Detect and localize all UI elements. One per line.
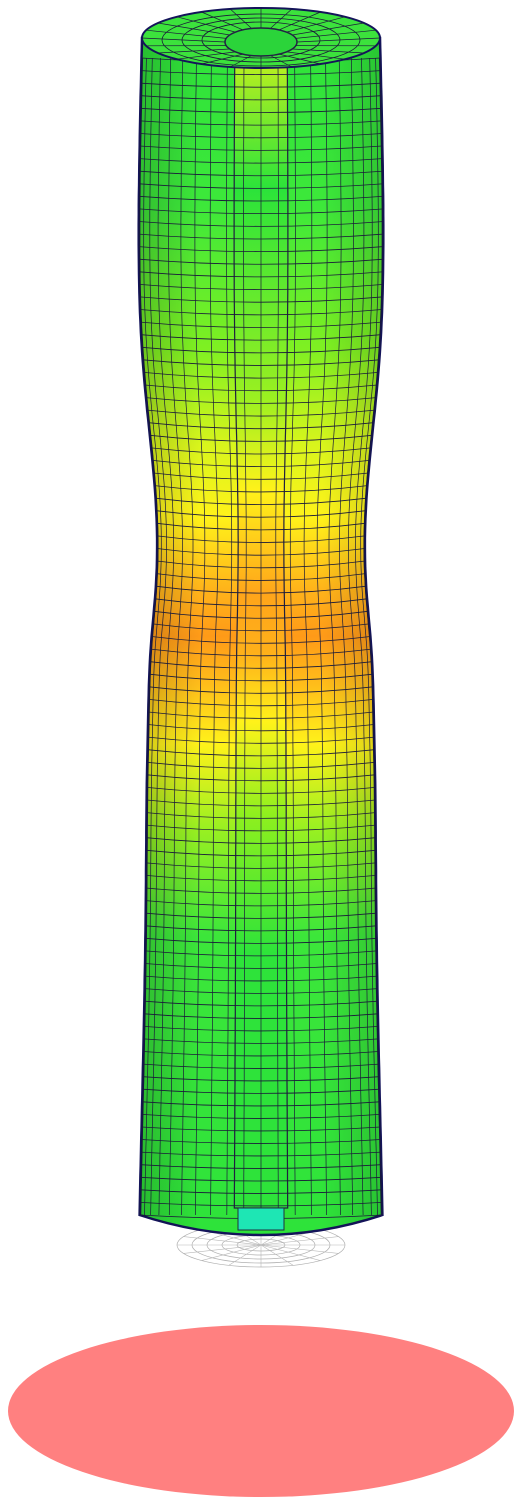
- top-face-spoke: [146, 29, 227, 39]
- top-face-spoke: [141, 37, 226, 43]
- mesh-grid: [138, 57, 384, 1219]
- top-face-spoke: [229, 8, 252, 29]
- top-face-spoke: [201, 53, 244, 65]
- bottom-cyan-band: [237, 1207, 285, 1231]
- top-face: [141, 7, 381, 69]
- mesh-column-line: [226, 58, 233, 1216]
- mesh-column-line: [180, 57, 194, 1216]
- top-face-hole: [224, 27, 298, 57]
- top-face-spoke: [292, 48, 365, 54]
- mesh-column-line: [303, 57, 313, 1216]
- mesh-column-line: [139, 57, 159, 1216]
- lower-mesh-spoke: [183, 1236, 262, 1246]
- mesh-column-line: [157, 57, 174, 1216]
- top-face-spoke: [176, 51, 236, 60]
- lower-mesh-spoke: [183, 1244, 262, 1254]
- mesh-column-line: [149, 57, 167, 1216]
- specimen-body: [137, 7, 385, 1237]
- mesh-column-line: [348, 57, 365, 1216]
- top-face-spoke: [286, 51, 346, 60]
- top-face-spoke: [295, 29, 376, 39]
- top-face-spoke: [292, 22, 365, 36]
- mesh-column-line: [275, 58, 279, 1216]
- mesh-column-line: [194, 57, 206, 1216]
- lower-mesh-spoke: [260, 1244, 294, 1266]
- lower-mesh-spoke: [260, 1244, 339, 1254]
- mesh-column-line: [328, 57, 342, 1216]
- mesh-column-line: [209, 57, 219, 1216]
- mesh-column-line: [316, 57, 328, 1216]
- top-face-spoke: [296, 37, 381, 43]
- lower-mesh-spoke: [228, 1244, 262, 1266]
- top-face-spoke: [157, 22, 230, 36]
- mesh-column-line: [363, 57, 383, 1216]
- mesh-column-line: [143, 57, 162, 1216]
- top-face-spoke: [278, 11, 321, 31]
- mesh-column-line: [339, 57, 354, 1216]
- mesh-column-line: [360, 57, 379, 1216]
- lower-mesh-spoke: [201, 1244, 262, 1261]
- top-face-spoke: [230, 55, 252, 68]
- mesh-column-line: [243, 58, 247, 1216]
- lower-mesh-spoke: [260, 1236, 339, 1246]
- top-face-spoke: [286, 16, 346, 33]
- top-face-spoke: [157, 48, 230, 54]
- mesh-column-line: [168, 57, 183, 1216]
- top-face-spoke: [278, 53, 321, 65]
- top-face-spoke: [201, 11, 244, 31]
- top-face-spoke: [176, 16, 236, 33]
- lower-mesh-spoke: [260, 1244, 321, 1261]
- top-face-spoke: [270, 8, 293, 29]
- mesh-column-line: [289, 58, 296, 1216]
- top-face-spoke: [270, 55, 292, 68]
- mesh-column-line: [355, 57, 373, 1216]
- base-plate: [8, 1325, 514, 1497]
